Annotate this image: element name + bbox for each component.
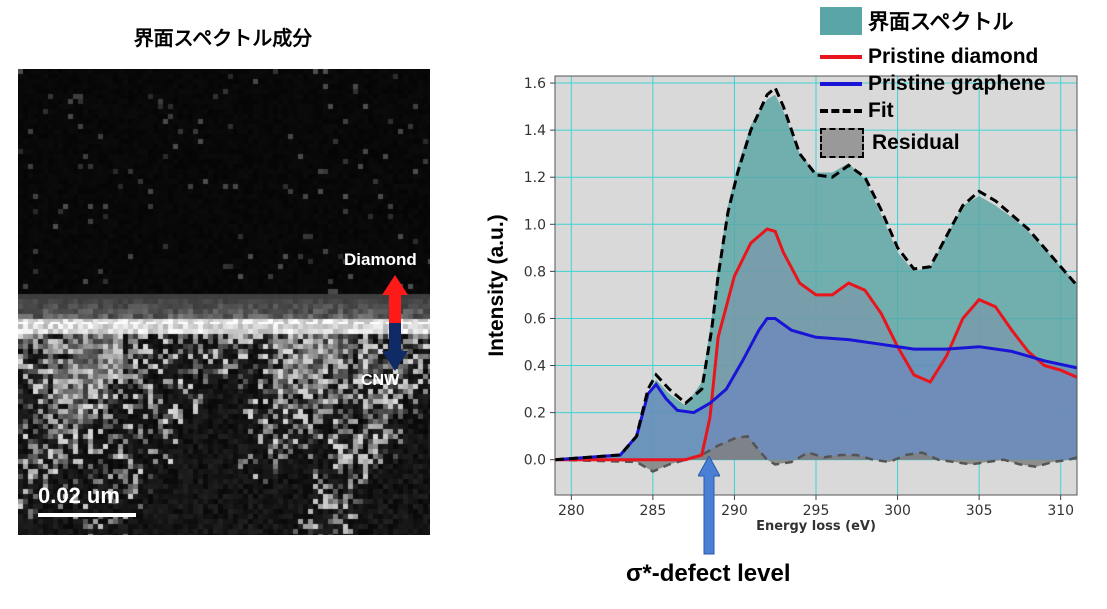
legend-swatch-graphene [820,82,862,86]
y-tick-label: 1.6 [524,76,546,92]
cnw-label: CNW [361,372,400,389]
series-diamond-line [555,227,1078,462]
y-tick-label: 0.8 [524,264,546,280]
y-tick-label: 1.4 [524,123,546,139]
x-tick-label: 285 [640,503,667,519]
y-tick-label: 1.2 [524,170,546,186]
x-tick-label: 290 [721,503,748,519]
legend-swatch-interface [820,7,862,35]
defect-level-label: σ*-defect level [626,560,791,587]
y-tick-label: 0.0 [524,453,546,469]
y-tick-label: 0.6 [524,311,546,327]
legend-swatch-residual [820,128,864,158]
legend-item-fit: Fit [820,99,894,123]
eels-map-canvas [18,69,430,535]
y-axis-label: Intensity (a.u.) [485,214,508,356]
x-tick-label: 295 [803,503,830,519]
y-tick-label: 0.2 [524,406,546,422]
eels-map-image [18,69,430,535]
x-tick-label: 310 [1047,503,1074,519]
chart-axes: 280 285 290 295 300 305 310 0.0 0.2 0.4 0.6 0.8 1.0 1… [485,75,1078,534]
legend-item-residual: Residual [820,128,960,158]
legend-label-graphene: Pristine graphene [868,72,1046,95]
legend-label-residual: Residual [872,131,960,154]
x-axis-label: Energy loss (eV) [756,519,876,534]
legend-label-interface: 界面スペクトル [868,11,1014,34]
arrow-down-icon [382,323,408,371]
legend-item-diamond: Pristine diamond [820,45,1038,69]
x-tick-label: 305 [966,503,993,519]
scale-bar [38,513,136,517]
defect-level-arrow-icon [698,456,720,555]
series-graphene-line [554,317,1078,462]
legend-item-graphene: Pristine graphene [820,72,1045,96]
legend-swatch-fit [820,109,862,113]
legend-label-fit: Fit [868,99,894,122]
series-residual-line [554,434,1078,473]
diamond-label: Diamond [344,250,417,269]
series-fit-line [554,85,1079,462]
scale-bar-label: 0.02 um [38,483,120,508]
arrow-up-icon [382,275,408,327]
left-panel-title: 界面スペクトル成分 [133,26,313,50]
x-tick-label: 300 [884,503,911,519]
y-tick-label: 1.0 [524,217,546,233]
legend-item-interface: 界面スペクトル [820,6,1014,36]
x-tick-label: 280 [558,503,585,519]
y-tick-label: 0.4 [524,359,546,375]
legend-label-diamond: Pristine diamond [868,45,1039,68]
legend-swatch-diamond [820,55,862,59]
